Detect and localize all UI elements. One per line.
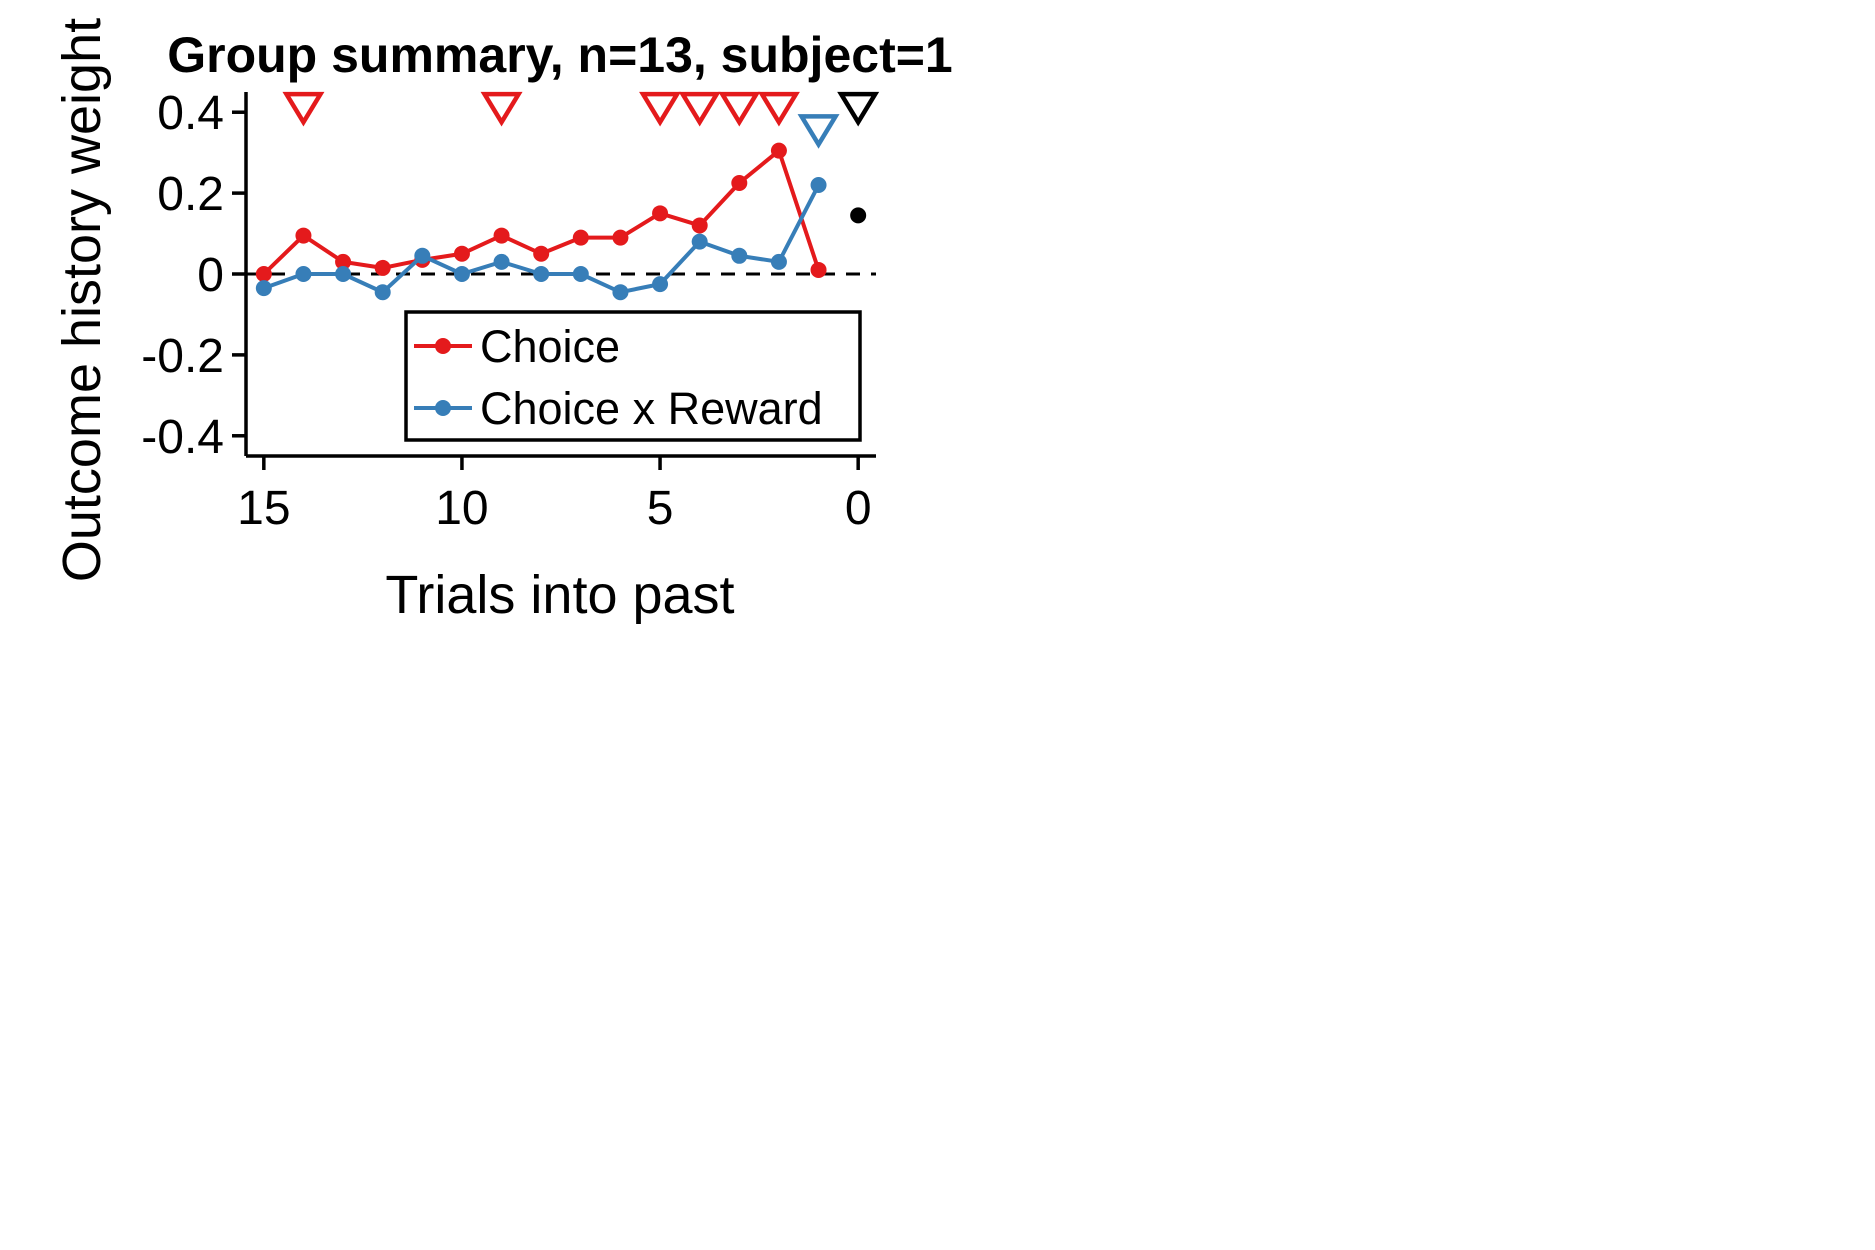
series-1-point-9 — [612, 284, 629, 301]
series-0-sig-marker-3 — [678, 91, 721, 127]
series-0-sig-marker-1 — [480, 91, 523, 127]
series-0-point-9 — [612, 229, 629, 246]
series-1-point-13 — [770, 253, 787, 270]
series-1-point-0 — [255, 280, 272, 297]
series-1-point-5 — [453, 266, 470, 282]
legend-label-0: Choice — [480, 321, 620, 372]
series-0-point-2 — [335, 253, 352, 270]
series-1-sig-marker-0 — [797, 114, 840, 149]
series-0-point-14 — [810, 261, 827, 278]
series-0-point-13 — [770, 142, 787, 159]
series-1-point-10 — [652, 276, 669, 293]
bias-point — [850, 207, 867, 224]
series-1-point-3 — [374, 284, 391, 301]
series-0-point-1 — [295, 227, 312, 244]
y-tick-label-2: 0 — [197, 249, 224, 302]
series-1-point-6 — [493, 253, 510, 270]
bias-sig-marker — [837, 91, 880, 127]
series-0-point-10 — [652, 205, 669, 222]
x-tick-label-1: 10 — [435, 482, 488, 535]
axes: 0.4 0.2 0 -0.2 -0.415 10 5 0 — [141, 87, 876, 535]
series-0-sig-marker-2 — [639, 91, 682, 127]
legend-marker-0 — [435, 338, 451, 354]
significance-markers — [282, 91, 880, 149]
x-tick-label-0: 15 — [237, 482, 290, 535]
series-1-point-7 — [533, 266, 550, 282]
series-0-point-11 — [691, 217, 708, 234]
series-1-point-8 — [572, 266, 589, 282]
series-layer — [255, 142, 867, 301]
chart-title: Group summary, n=13, subject=1 — [167, 27, 952, 83]
series-0-point-5 — [453, 245, 470, 262]
legend: Choice Choice x Reward — [404, 310, 862, 442]
series-0-point-8 — [572, 229, 589, 246]
series-1-point-12 — [731, 247, 748, 264]
series-0-point-0 — [255, 266, 272, 282]
series-0-sig-marker-4 — [718, 91, 761, 127]
legend-marker-1 — [435, 400, 451, 416]
legend-box — [404, 310, 862, 442]
x-tick-label-3: 0 — [845, 482, 872, 535]
y-tick-label-1: 0.2 — [157, 168, 224, 221]
legend-label-1: Choice x Reward — [480, 383, 823, 434]
series-0-point-3 — [374, 259, 391, 276]
series-1-point-11 — [691, 233, 708, 250]
y-tick-label-3: -0.2 — [141, 330, 224, 383]
series-1-point-14 — [810, 177, 827, 194]
series-0-point-12 — [731, 175, 748, 191]
series-0-sig-marker-0 — [282, 91, 325, 127]
y-tick-label-4: -0.4 — [141, 411, 224, 464]
x-tick-label-2: 5 — [647, 482, 674, 535]
series-1 — [255, 177, 827, 301]
series-1-point-1 — [295, 266, 312, 282]
series-1-point-2 — [335, 266, 352, 282]
x-axis-label: Trials into past — [385, 565, 734, 625]
y-axis-label: Outcome history weight — [52, 18, 112, 582]
y-tick-label-0: 0.4 — [157, 87, 224, 140]
series-0-point-6 — [493, 227, 510, 244]
series-0-point-7 — [533, 245, 550, 262]
series-0-sig-marker-5 — [757, 91, 800, 127]
series-1-point-4 — [414, 247, 431, 264]
